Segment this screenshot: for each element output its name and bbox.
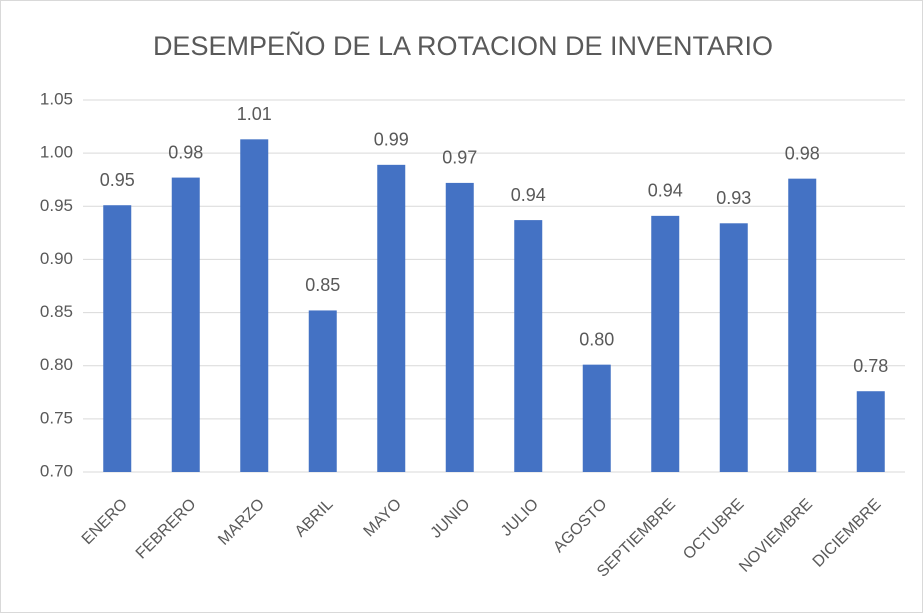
data-label: 0.93 — [716, 188, 751, 208]
data-label: 1.01 — [237, 104, 272, 124]
data-label: 0.97 — [442, 148, 477, 168]
data-label: 0.80 — [579, 329, 614, 349]
bar — [171, 177, 200, 473]
chart-title: DESEMPEÑO DE LA ROTACION DE INVENTARIO — [153, 30, 773, 61]
data-label: 0.94 — [511, 185, 546, 205]
data-label: 0.99 — [374, 130, 409, 150]
data-label: 0.98 — [785, 143, 820, 163]
y-tick-label: 1.05 — [40, 89, 73, 108]
y-tick-label: 0.85 — [40, 302, 73, 321]
bar — [788, 178, 817, 472]
y-tick-label: 1.00 — [40, 143, 73, 162]
data-label: 0.98 — [168, 142, 203, 162]
bar — [582, 364, 611, 472]
bar — [103, 205, 132, 473]
y-tick-label: 0.90 — [40, 249, 73, 268]
bar — [856, 391, 885, 472]
bar — [240, 139, 269, 472]
bar — [719, 223, 748, 472]
bar — [514, 220, 543, 472]
data-label: 0.94 — [648, 181, 683, 201]
bar — [308, 310, 337, 472]
bar — [651, 215, 680, 472]
y-tick-label: 0.80 — [40, 355, 73, 374]
y-tick-label: 0.70 — [40, 461, 73, 480]
bar — [377, 164, 406, 472]
data-label: 0.85 — [305, 275, 340, 295]
data-label: 0.95 — [100, 170, 135, 190]
y-tick-label: 0.95 — [40, 196, 73, 215]
data-label: 0.78 — [853, 356, 888, 376]
bar — [445, 182, 474, 472]
y-tick-label: 0.75 — [40, 408, 73, 427]
